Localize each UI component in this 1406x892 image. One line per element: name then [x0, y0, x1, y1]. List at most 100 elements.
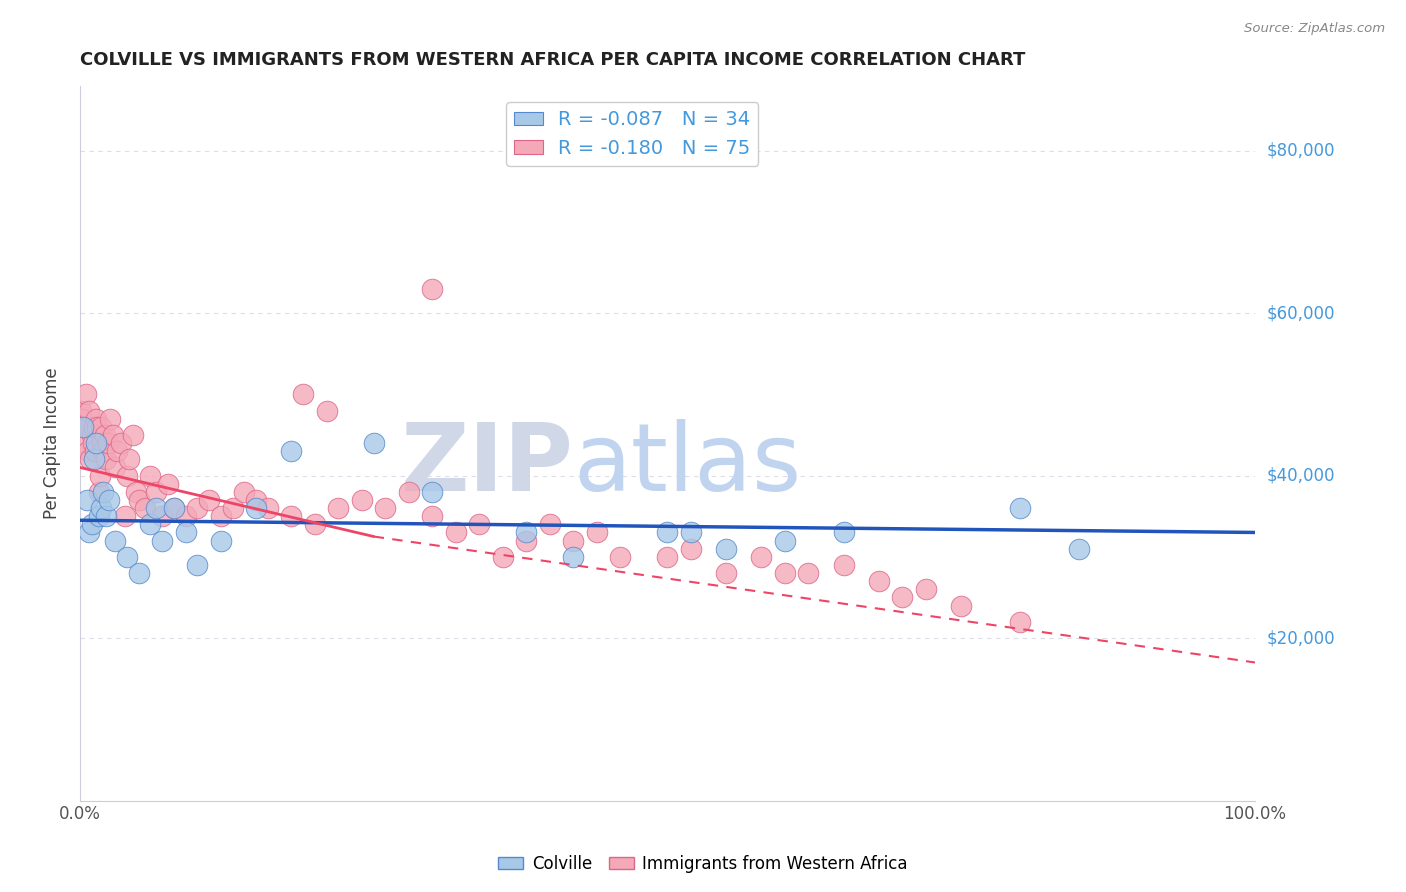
- Point: [91, 436, 114, 450]
- Point: [110, 436, 132, 450]
- Point: [209, 533, 232, 548]
- Y-axis label: Per Capita Income: Per Capita Income: [44, 368, 60, 519]
- Point: [245, 492, 267, 507]
- Point: [73, 436, 96, 450]
- Text: $40,000: $40,000: [1267, 467, 1334, 484]
- Point: [128, 492, 150, 507]
- Point: [83, 419, 105, 434]
- Point: [77, 403, 100, 417]
- Point: [257, 501, 280, 516]
- Point: [328, 501, 350, 516]
- Point: [87, 509, 110, 524]
- Point: [145, 501, 167, 516]
- Point: [468, 517, 491, 532]
- Text: Source: ZipAtlas.com: Source: ZipAtlas.com: [1244, 22, 1385, 36]
- Point: [797, 566, 820, 580]
- Point: [832, 558, 855, 572]
- Point: [562, 549, 585, 564]
- Text: $60,000: $60,000: [1267, 304, 1334, 322]
- Point: [114, 509, 136, 524]
- Point: [174, 509, 197, 524]
- Point: [350, 492, 373, 507]
- Point: [868, 574, 890, 589]
- Text: COLVILLE VS IMMIGRANTS FROM WESTERN AFRICA PER CAPITA INCOME CORRELATION CHART: COLVILLE VS IMMIGRANTS FROM WESTERN AFRI…: [80, 51, 1025, 69]
- Text: $20,000: $20,000: [1267, 629, 1334, 647]
- Point: [245, 501, 267, 516]
- Point: [104, 533, 127, 548]
- Point: [82, 436, 104, 450]
- Point: [398, 484, 420, 499]
- Point: [186, 501, 208, 516]
- Point: [586, 525, 609, 540]
- Point: [80, 517, 103, 532]
- Point: [163, 501, 186, 516]
- Text: $80,000: $80,000: [1267, 142, 1334, 160]
- Point: [374, 501, 396, 516]
- Point: [679, 541, 702, 556]
- Point: [121, 428, 143, 442]
- Point: [90, 419, 112, 434]
- Point: [950, 599, 973, 613]
- Point: [93, 428, 115, 442]
- Point: [609, 549, 631, 564]
- Point: [104, 460, 127, 475]
- Point: [72, 419, 94, 434]
- Point: [538, 517, 561, 532]
- Point: [86, 436, 108, 450]
- Point: [156, 476, 179, 491]
- Point: [751, 549, 773, 564]
- Point: [83, 452, 105, 467]
- Point: [163, 501, 186, 516]
- Point: [679, 525, 702, 540]
- Point: [145, 484, 167, 499]
- Point: [76, 492, 98, 507]
- Point: [84, 444, 107, 458]
- Point: [304, 517, 326, 532]
- Point: [186, 558, 208, 572]
- Text: ZIP: ZIP: [401, 418, 574, 510]
- Point: [716, 566, 738, 580]
- Point: [174, 525, 197, 540]
- Point: [422, 484, 444, 499]
- Point: [280, 509, 302, 524]
- Point: [79, 452, 101, 467]
- Point: [280, 444, 302, 458]
- Point: [72, 419, 94, 434]
- Point: [98, 492, 121, 507]
- Point: [94, 452, 117, 467]
- Point: [139, 517, 162, 532]
- Point: [773, 566, 796, 580]
- Point: [93, 444, 115, 458]
- Point: [891, 591, 914, 605]
- Point: [89, 468, 111, 483]
- Point: [87, 484, 110, 499]
- Point: [76, 419, 98, 434]
- Point: [128, 566, 150, 580]
- Point: [444, 525, 467, 540]
- Point: [515, 533, 537, 548]
- Point: [233, 484, 256, 499]
- Point: [115, 549, 138, 564]
- Point: [125, 484, 148, 499]
- Point: [657, 525, 679, 540]
- Legend: Colville, Immigrants from Western Africa: Colville, Immigrants from Western Africa: [492, 848, 914, 880]
- Point: [150, 509, 173, 524]
- Point: [422, 509, 444, 524]
- Point: [86, 411, 108, 425]
- Point: [107, 444, 129, 458]
- Point: [1008, 501, 1031, 516]
- Point: [292, 387, 315, 401]
- Point: [515, 525, 537, 540]
- Point: [90, 501, 112, 516]
- Point: [134, 501, 156, 516]
- Point: [115, 468, 138, 483]
- Point: [492, 549, 515, 564]
- Point: [716, 541, 738, 556]
- Point: [422, 282, 444, 296]
- Point: [80, 428, 103, 442]
- Point: [209, 509, 232, 524]
- Legend: R = -0.087   N = 34, R = -0.180   N = 75: R = -0.087 N = 34, R = -0.180 N = 75: [506, 103, 758, 166]
- Point: [101, 428, 124, 442]
- Point: [70, 403, 93, 417]
- Point: [118, 452, 141, 467]
